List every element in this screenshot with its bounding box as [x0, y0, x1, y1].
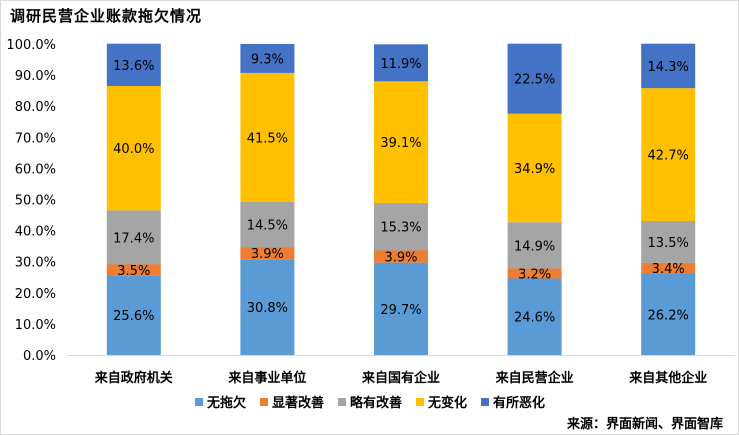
y-tick-label: 30.0%	[15, 256, 56, 271]
y-tick-label: 0.0%	[23, 349, 56, 364]
x-tick-label: 来自政府机关	[94, 370, 173, 386]
bar-segment	[240, 259, 295, 355]
data-label: 42.7%	[648, 149, 689, 164]
legend-label: 显著改善	[271, 396, 324, 411]
bar-segment	[507, 43, 562, 114]
data-label: 24.6%	[514, 311, 555, 326]
x-tick-label: 来自事业单位	[227, 370, 306, 386]
bar-segment	[507, 222, 562, 269]
bar-segment	[106, 264, 161, 276]
y-tick-label: 90.0%	[15, 69, 56, 84]
data-label: 25.6%	[113, 309, 154, 324]
legend-item: 有所恶化	[481, 392, 545, 411]
bar-segment	[374, 81, 428, 203]
y-tick-label: 60.0%	[15, 162, 56, 177]
bar-segment	[374, 250, 428, 263]
legend-item: 无变化	[416, 392, 467, 411]
bar-segment	[507, 268, 562, 279]
data-label: 3.4%	[652, 262, 685, 277]
legend-label: 有所恶化	[493, 396, 546, 411]
legend-swatch	[259, 397, 268, 406]
y-tick-label: 20.0%	[15, 287, 56, 302]
legend-item: 略有改善	[337, 392, 402, 411]
legend-swatch	[416, 397, 424, 406]
data-label: 39.1%	[380, 136, 421, 151]
bar-segment	[240, 72, 295, 202]
source-note: 来源：界面新闻、界面智库	[566, 417, 723, 432]
bar-segment	[641, 220, 696, 263]
data-label: 14.3%	[648, 60, 689, 75]
bar-segment	[240, 201, 295, 248]
y-tick-label: 80.0%	[15, 100, 56, 115]
data-label: 26.2%	[648, 308, 689, 323]
bar-segment	[374, 202, 428, 251]
data-label: 30.8%	[247, 301, 288, 316]
legend-label: 略有改善	[349, 396, 402, 411]
legend-item: 显著改善	[259, 392, 324, 411]
chart-title: 调研民营企业账款拖欠情况	[10, 7, 203, 25]
y-tick-label: 40.0%	[15, 225, 56, 240]
legend-swatch	[481, 397, 490, 406]
bar-segment	[240, 44, 295, 73]
y-tick-label: 50.0%	[15, 194, 56, 209]
data-label: 17.4%	[113, 231, 154, 246]
legend-swatch	[337, 397, 346, 406]
data-label: 3.5%	[117, 264, 150, 279]
legend-item: 无拖欠	[194, 392, 246, 411]
bar-segment	[374, 44, 428, 82]
data-label: 40.0%	[113, 142, 154, 157]
bar-segment	[106, 85, 161, 211]
data-label: 3.2%	[518, 268, 551, 283]
bar-segment	[641, 43, 696, 89]
bar-segment	[106, 210, 161, 265]
data-label: 13.5%	[648, 236, 689, 251]
legend-swatch	[194, 397, 203, 406]
bar-segment	[106, 275, 161, 355]
data-label: 13.6%	[113, 59, 154, 74]
chart-legend: 无拖欠 显著改善 略有改善 无变化 有所恶化	[130, 392, 610, 411]
data-label: 14.9%	[514, 239, 555, 254]
bar-segment	[641, 88, 696, 221]
y-tick-label: 10.0%	[15, 318, 56, 333]
data-label: 3.9%	[251, 247, 284, 262]
data-label: 3.9%	[384, 251, 417, 266]
legend-label: 无变化	[428, 396, 468, 411]
x-tick-label: 来自其他企业	[628, 370, 707, 386]
y-tick-label: 100.0%	[6, 38, 56, 53]
bar-segment	[507, 113, 562, 223]
bar-segment	[507, 278, 562, 355]
data-label: 15.3%	[380, 221, 421, 236]
bar-segment	[240, 247, 295, 260]
data-label: 9.3%	[251, 52, 284, 67]
bar-segment	[374, 262, 428, 355]
bar-segment	[641, 273, 696, 355]
x-tick-label: 来自民营企业	[495, 370, 574, 386]
x-tick-label: 来自国有企业	[361, 370, 440, 386]
y-tick-label: 70.0%	[15, 131, 56, 146]
data-label: 41.5%	[247, 131, 288, 146]
bar-segment	[641, 262, 696, 274]
legend-label: 无拖欠	[206, 396, 246, 411]
data-label: 29.7%	[380, 303, 421, 318]
data-label: 11.9%	[380, 57, 421, 72]
data-label: 14.5%	[247, 219, 288, 234]
bar-segment	[106, 43, 161, 86]
data-label: 34.9%	[514, 162, 555, 177]
data-label: 22.5%	[514, 73, 555, 88]
